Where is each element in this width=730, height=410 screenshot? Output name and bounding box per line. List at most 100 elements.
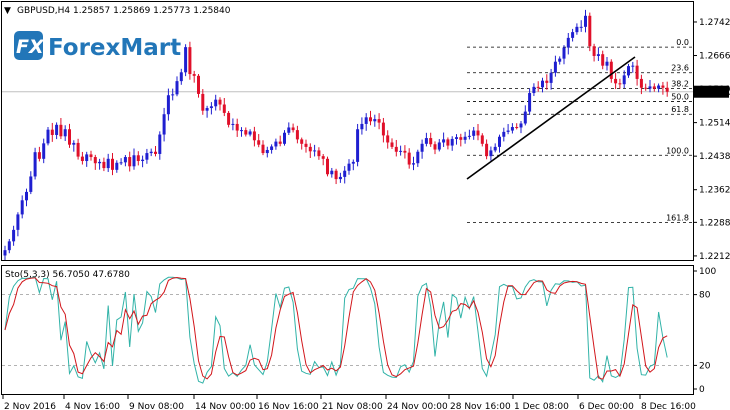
time-tick-label: 8 Dec 16:00 (641, 402, 696, 410)
candle-body (442, 139, 446, 143)
candle-body (209, 106, 213, 109)
stochastic-lines (2, 276, 692, 384)
candle-body (16, 214, 20, 230)
candle-body (85, 154, 89, 162)
fib-level-label: 100.0 (666, 146, 689, 155)
price-tick-label: 1.27420 (699, 18, 730, 28)
candle-body (59, 124, 63, 137)
candle-body (25, 191, 28, 201)
price-axis: 1.274201.266601.259001.251401.243801.236… (693, 18, 730, 262)
candle-body (364, 117, 368, 124)
time-axis: 2 Nov 2016 4 Nov 16:00 9 Nov 08:00 14 Nov 0… (2, 395, 696, 410)
fibonacci-trendline[interactable] (466, 56, 636, 180)
candle-body (128, 157, 132, 167)
candle-body (33, 152, 37, 177)
candle-body (584, 15, 587, 27)
candle-body (244, 130, 248, 135)
candle-body (588, 15, 592, 47)
logo-mark (14, 31, 43, 60)
candle-body (334, 170, 338, 180)
candle-body (287, 127, 291, 133)
candle-body (317, 150, 321, 157)
candle-body (326, 158, 329, 175)
stochastic-label: Sto(5,3,3) 56.7050 47.6780 (5, 270, 130, 280)
stochastic-tick-label: 0 (699, 385, 705, 395)
candle-body (179, 72, 183, 82)
candle-body (493, 146, 497, 151)
candle-body (192, 74, 196, 76)
candle-body (631, 65, 635, 67)
candle-body (609, 61, 613, 79)
stochastic-tick-label: 20 (699, 361, 711, 371)
candle-body (390, 142, 394, 147)
symbol-dropdown-icon[interactable]: ▼ (4, 6, 11, 16)
candle-body (635, 65, 639, 79)
candle-body (7, 241, 11, 251)
candle-body (55, 124, 59, 135)
candle-body (360, 123, 364, 130)
candle-body (618, 83, 622, 85)
stochastic-tick-label: 100 (699, 267, 716, 277)
candle-body (252, 131, 256, 141)
current-price-label: 1.25840 (696, 88, 730, 98)
candle-body (214, 99, 218, 107)
candle-body (72, 142, 76, 145)
candle-body (510, 127, 514, 131)
candle-body (506, 130, 510, 132)
candle-body (321, 156, 325, 159)
candle-body (37, 152, 41, 159)
candle-body (175, 81, 179, 95)
candle-body (102, 161, 106, 169)
candle-body (158, 134, 162, 154)
candle-body (111, 158, 114, 170)
candle-body (149, 151, 153, 154)
candle-body (278, 141, 282, 144)
time-tick-label: 28 Nov 16:00 (450, 402, 511, 410)
candle-body (665, 87, 669, 92)
price-panel[interactable] (1, 1, 694, 261)
candle-body (347, 163, 351, 171)
candle-body (257, 140, 261, 145)
candle-body (416, 151, 420, 164)
candle-body (188, 47, 192, 75)
candle-body (68, 129, 71, 145)
candle-body (523, 111, 527, 124)
candle-body (351, 161, 355, 164)
candle-body (300, 139, 304, 144)
candle-body (519, 123, 523, 128)
candle-body (291, 127, 295, 131)
candle-body (377, 119, 381, 123)
candle-body (596, 54, 600, 56)
candle-body (265, 149, 269, 154)
candle-body (652, 86, 656, 89)
candle-body (605, 61, 609, 66)
candle-body (424, 138, 428, 144)
candle-body (304, 143, 308, 147)
candle-body (463, 136, 467, 140)
price-tick-label: 1.26660 (699, 52, 730, 62)
candle-body (240, 130, 243, 132)
candle-body (76, 142, 80, 157)
candle-body (614, 78, 618, 84)
time-tick-label: 14 Nov 00:00 (195, 402, 256, 410)
candle-body (412, 163, 415, 165)
candle-body (420, 143, 424, 152)
candle-body (184, 47, 188, 73)
candle-body (369, 117, 372, 122)
candle-body (313, 150, 317, 152)
candle-body (29, 176, 33, 192)
candle-body (201, 93, 205, 111)
current-price-badge (694, 85, 729, 98)
candle-body (622, 75, 626, 85)
logo-word-mart: Mart (120, 35, 181, 61)
candle-body (218, 99, 222, 105)
candle-body (119, 162, 123, 164)
candle-body (270, 146, 274, 150)
candle-body (356, 129, 360, 162)
candle-body (197, 75, 200, 94)
candle-body (648, 86, 652, 89)
candle-body (467, 135, 471, 137)
candle-body (171, 94, 175, 96)
candle-body (343, 170, 347, 177)
candle-body (627, 66, 630, 76)
